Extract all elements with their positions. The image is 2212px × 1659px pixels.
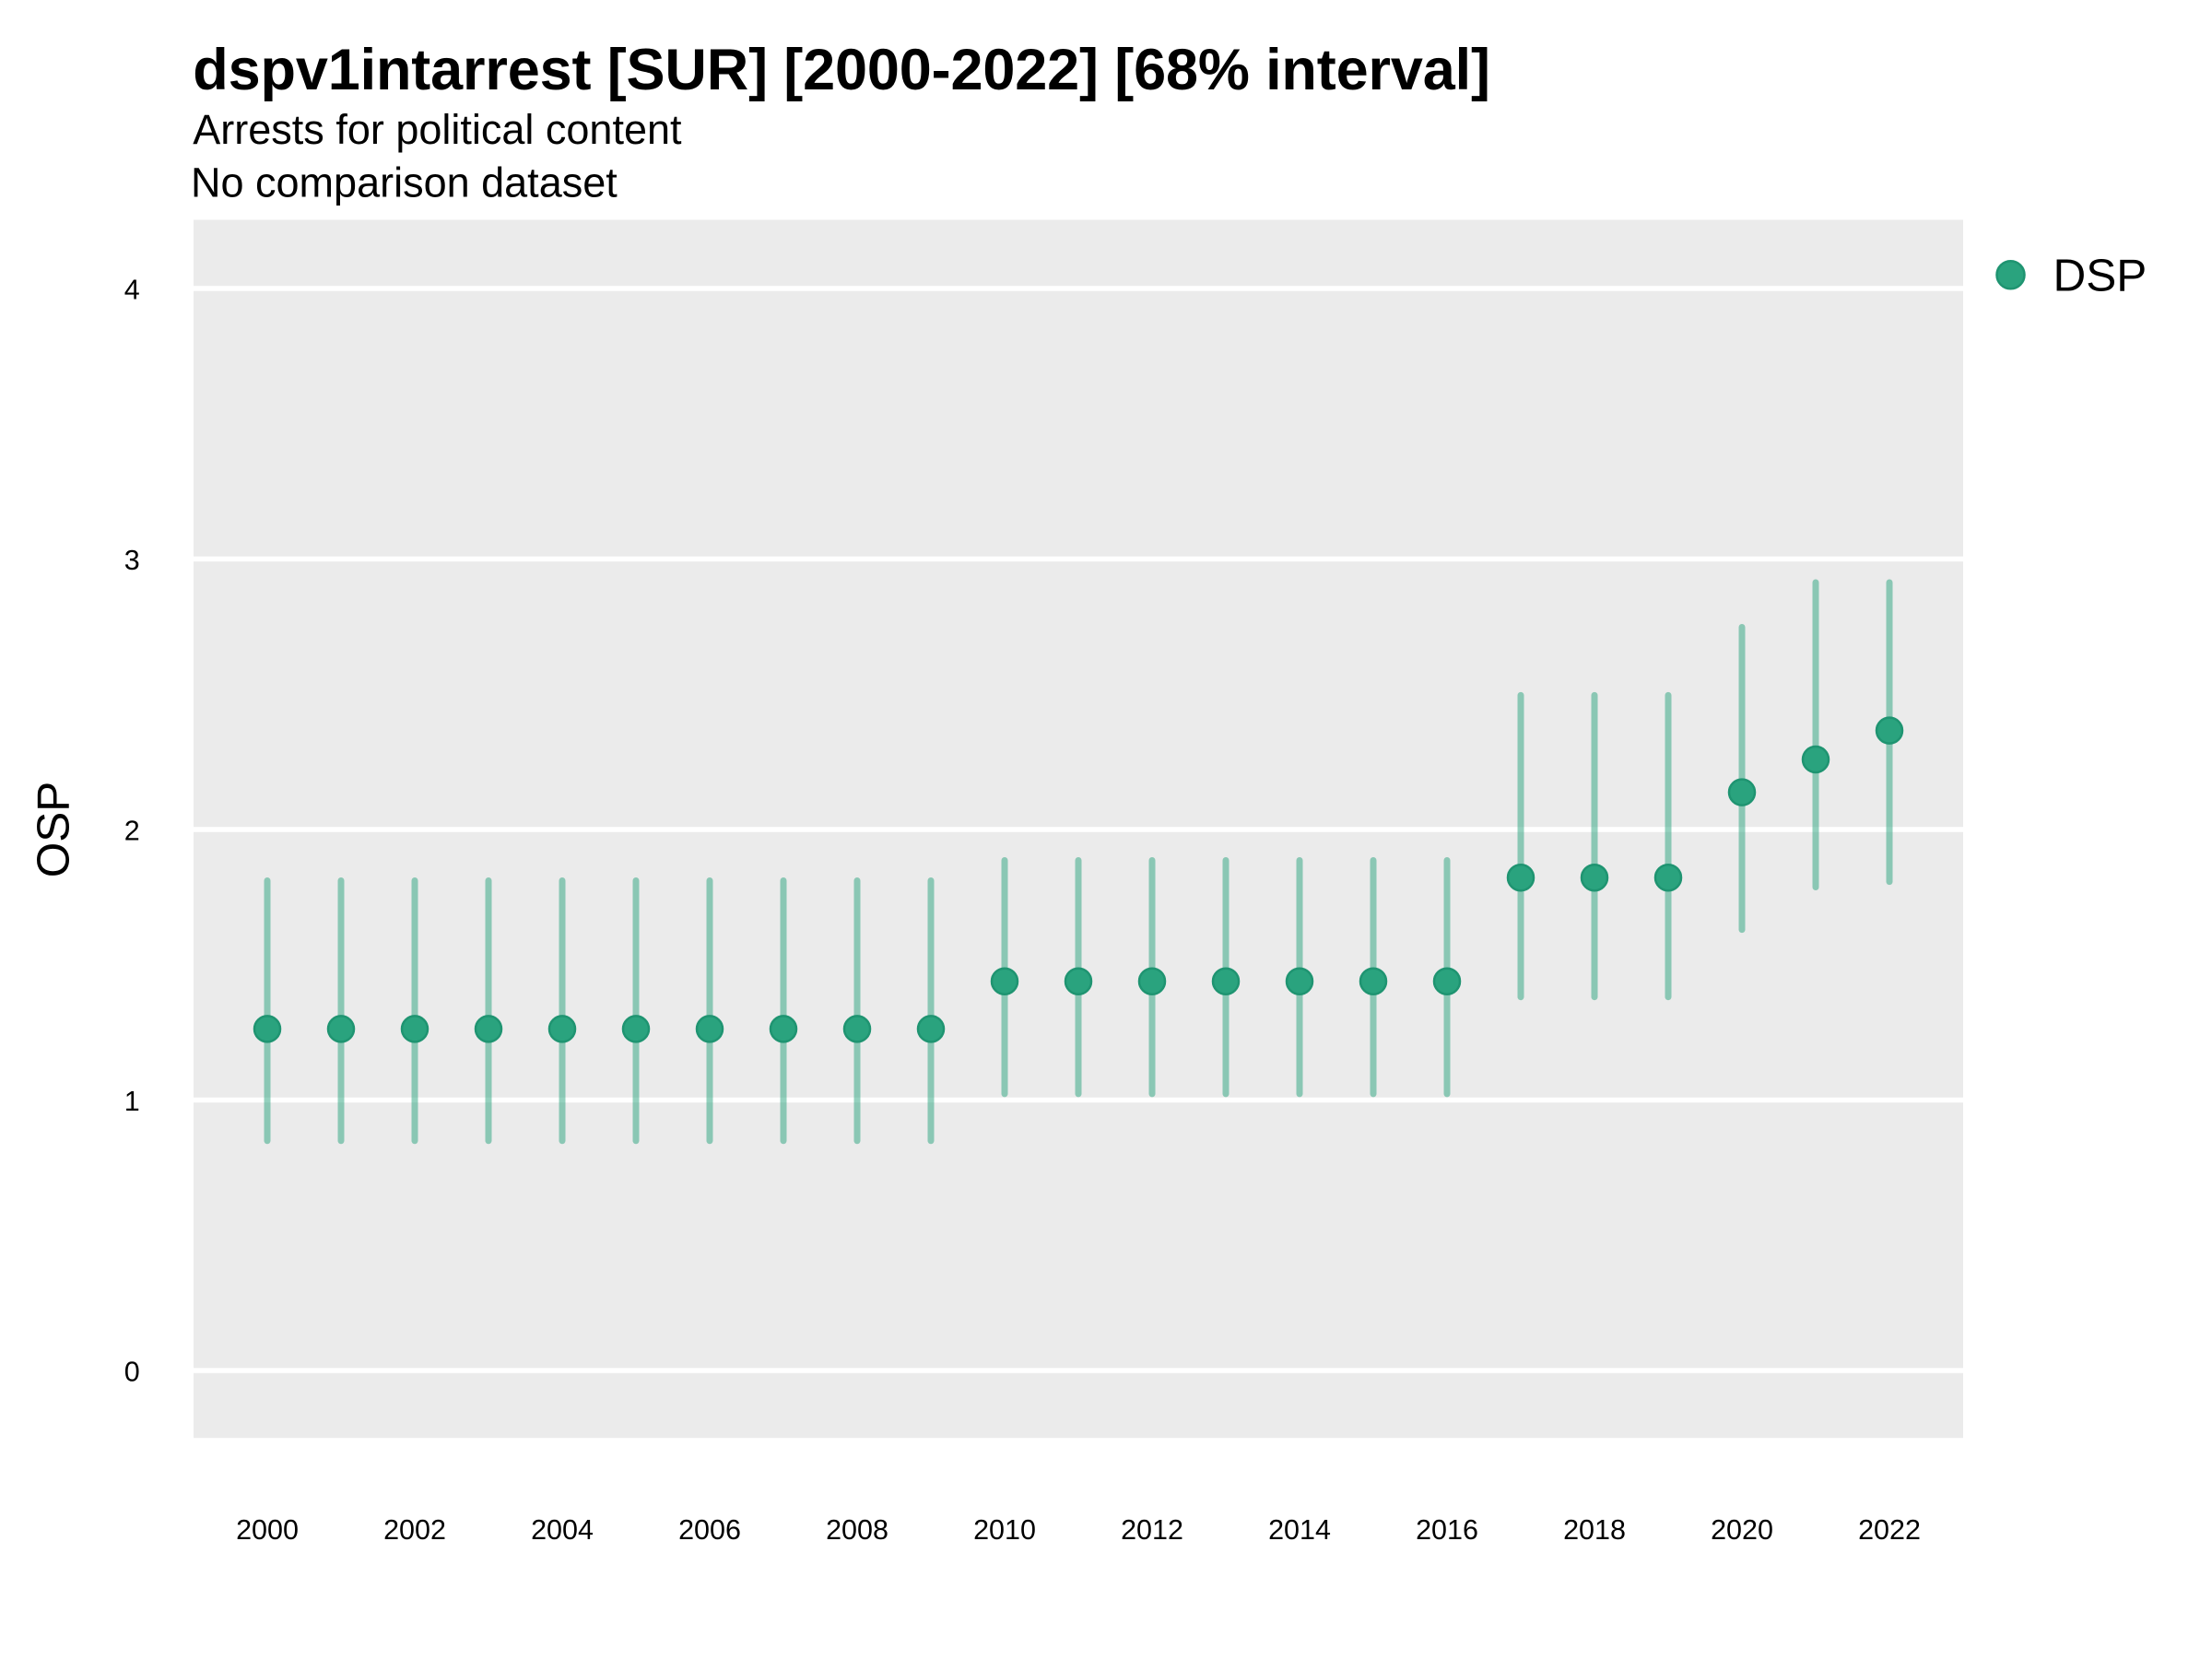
svg-text:2002: 2002 xyxy=(383,1514,446,1546)
svg-text:0: 0 xyxy=(124,1357,140,1388)
svg-text:Arrests for political content: Arrests for political content xyxy=(193,106,682,153)
svg-text:No comparison dataset: No comparison dataset xyxy=(191,159,618,206)
svg-text:4: 4 xyxy=(124,275,140,306)
svg-text:2004: 2004 xyxy=(531,1514,594,1546)
svg-text:2: 2 xyxy=(124,816,140,847)
svg-text:OSP: OSP xyxy=(29,782,79,878)
svg-text:2006: 2006 xyxy=(678,1514,741,1546)
svg-text:3: 3 xyxy=(124,545,140,576)
svg-text:2020: 2020 xyxy=(1711,1514,1773,1546)
svg-text:2012: 2012 xyxy=(1121,1514,1183,1546)
svg-text:2018: 2018 xyxy=(1563,1514,1626,1546)
svg-text:2000: 2000 xyxy=(236,1514,299,1546)
svg-text:2010: 2010 xyxy=(973,1514,1036,1546)
svg-text:2022: 2022 xyxy=(1858,1514,1921,1546)
svg-text:2008: 2008 xyxy=(826,1514,888,1546)
svg-text:DSP: DSP xyxy=(2053,251,2147,301)
svg-text:2016: 2016 xyxy=(1416,1514,1478,1546)
svg-text:1: 1 xyxy=(124,1086,140,1117)
svg-text:2014: 2014 xyxy=(1268,1514,1331,1546)
svg-text:dspv1intarrest [SUR] [2000-202: dspv1intarrest [SUR] [2000-2022] [68% in… xyxy=(193,38,1490,102)
